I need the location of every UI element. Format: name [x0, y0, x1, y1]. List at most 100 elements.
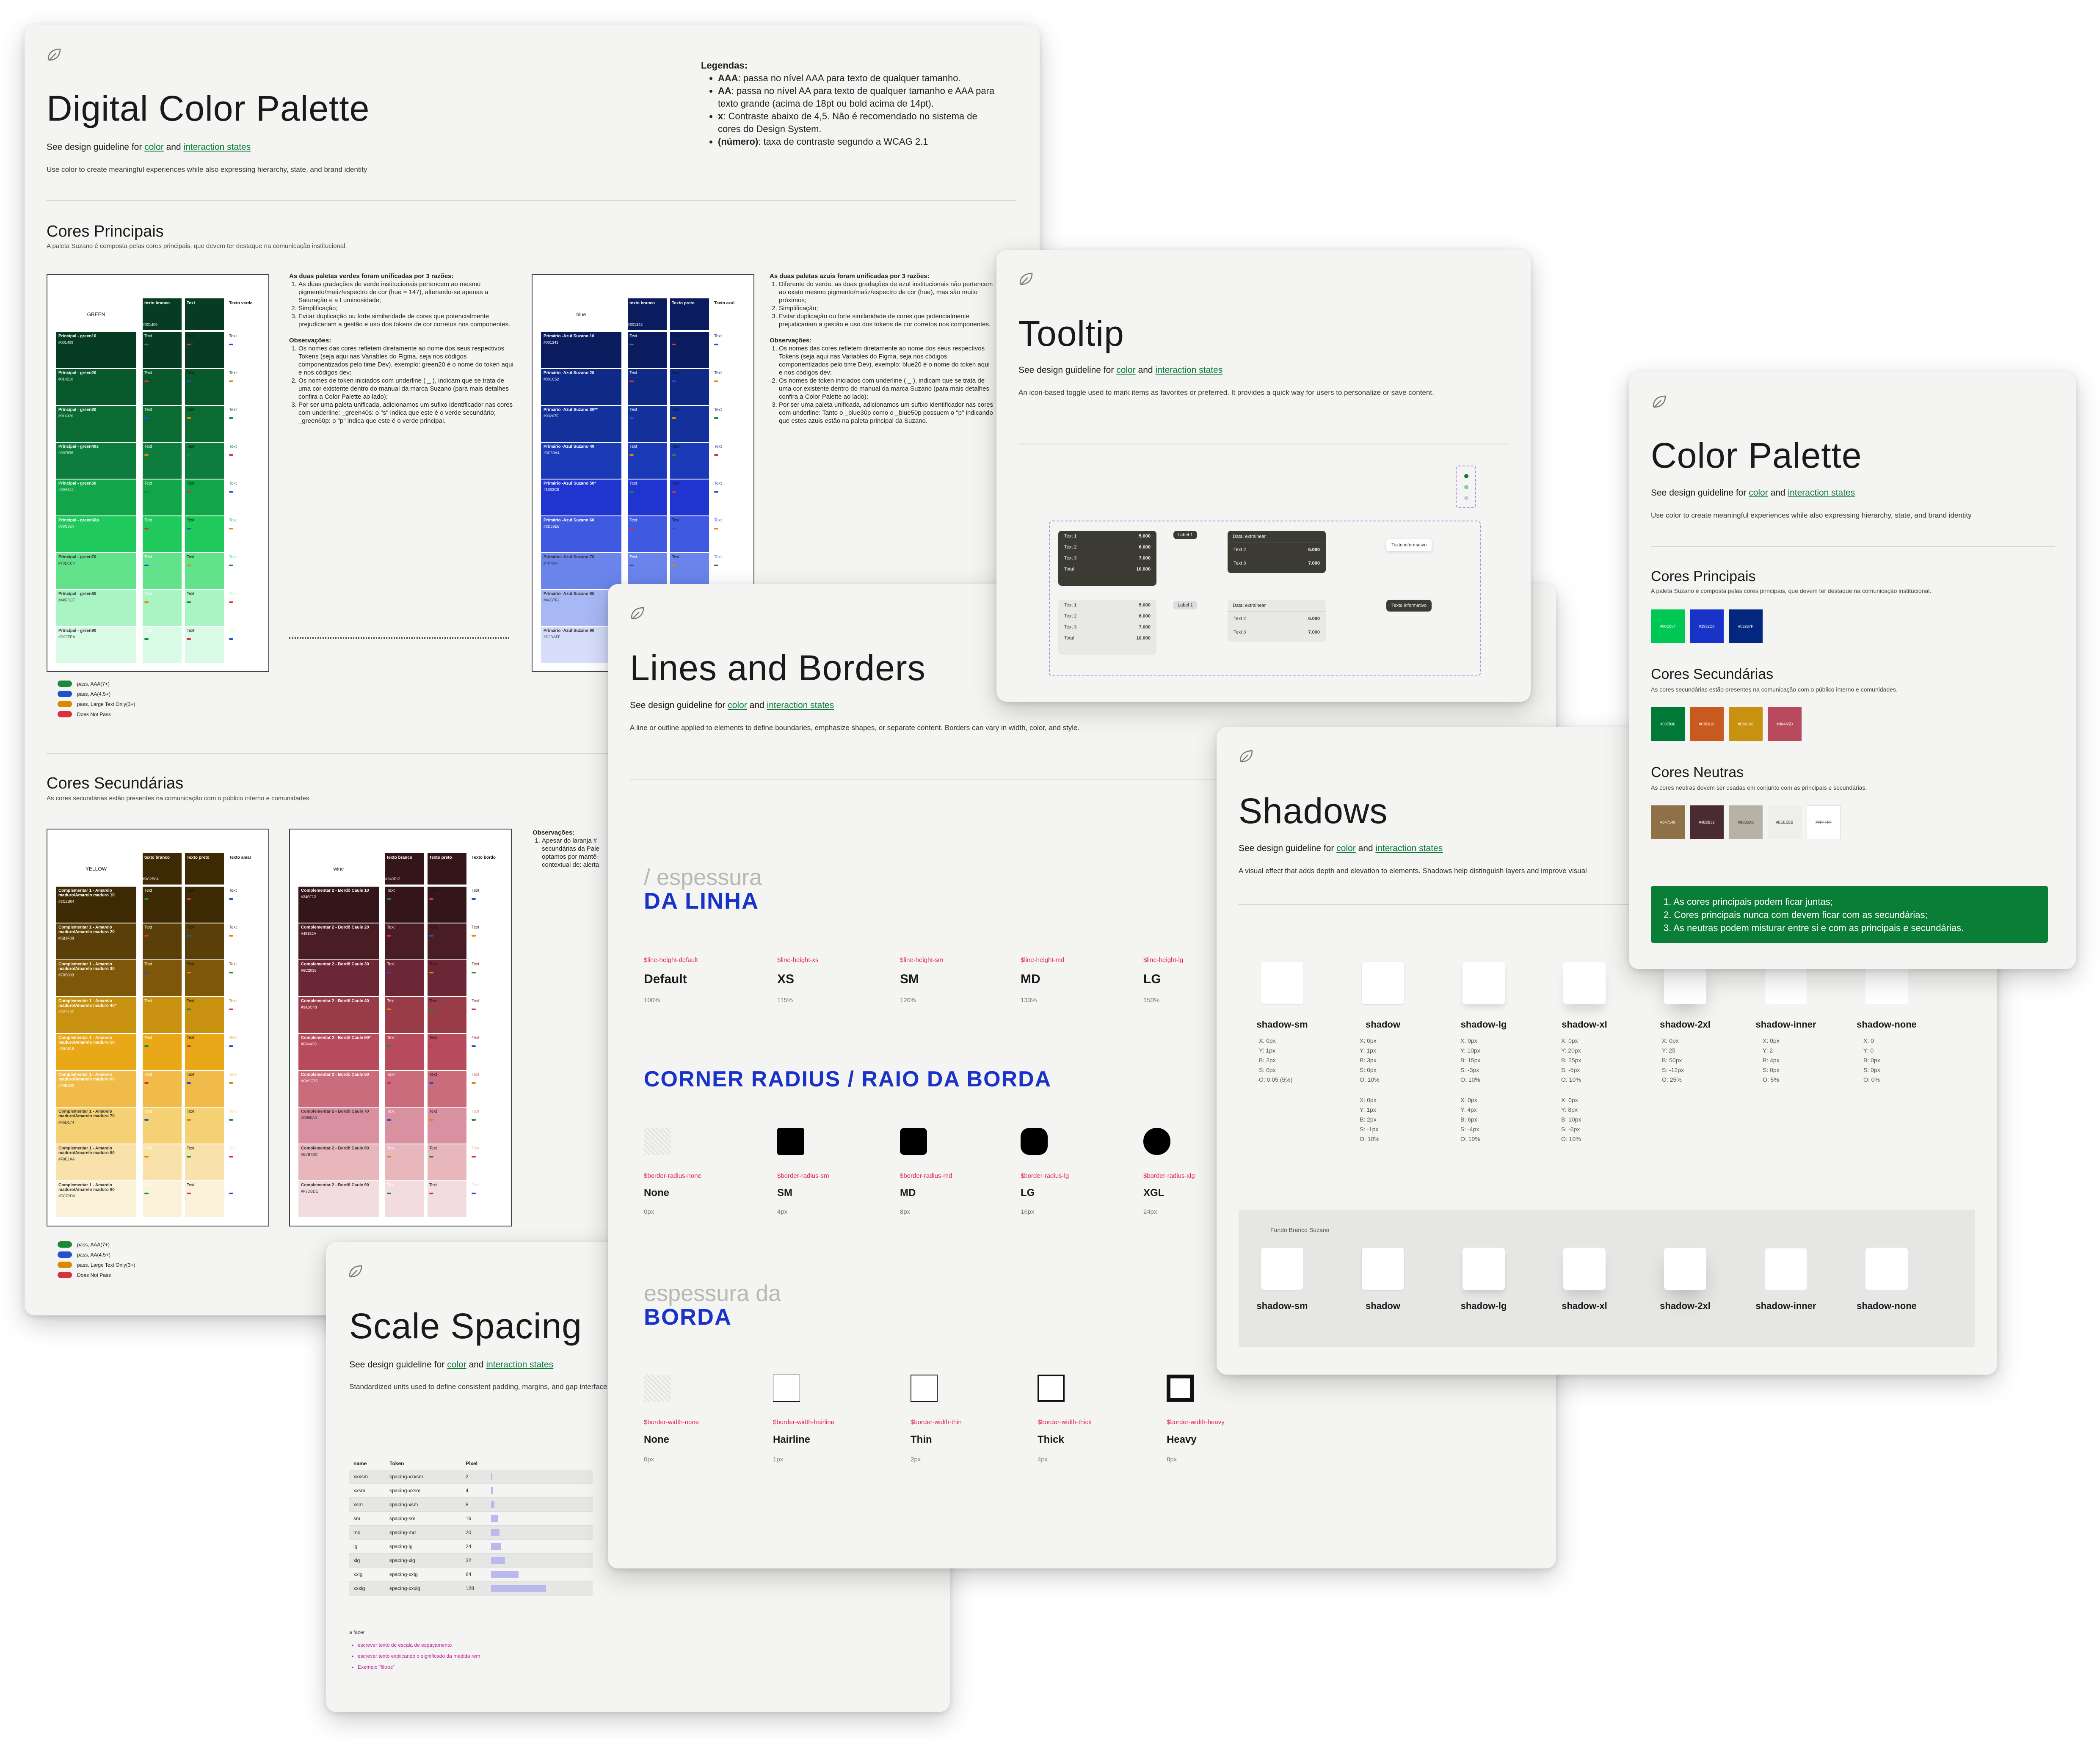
shadow-values: X: 0 Y: 0 B: 0px S: 0px O: 0%: [1863, 1037, 1880, 1083]
color-link[interactable]: color: [1116, 365, 1136, 375]
shadow-name: shadow-inner: [1755, 1301, 1816, 1311]
spacing-bar: [491, 1473, 492, 1480]
page-description: A visual effect that adds depth and elev…: [1239, 867, 1587, 875]
radius-token: $border-radius-sm: [777, 1172, 829, 1180]
contrast-cell: Text: [185, 923, 224, 959]
swatch-row: Principal - green60p #00C854: [56, 516, 136, 552]
palette-label: GREEN: [56, 298, 136, 330]
spacing-row: xsm spacing-xsm 8: [349, 1498, 593, 1512]
toggle-dots[interactable]: [1456, 466, 1476, 508]
spacing-row: xxsm spacing-xxsm 4: [349, 1484, 593, 1498]
contrast-cell: Text: [143, 887, 182, 923]
shadow-name: shadow-2xl: [1660, 1301, 1711, 1311]
shadow-sample: [1261, 1248, 1303, 1290]
contrast-cell: Text: [470, 1181, 509, 1217]
leaf-icon: [1239, 750, 1253, 763]
contrast-cell: Text: [185, 590, 224, 626]
radius-token: $border-radius-lg: [1021, 1172, 1069, 1180]
legend-item: AA: passa no nível AA para texto de qual…: [718, 85, 997, 110]
line-height-value: 150%: [1143, 997, 1160, 1004]
line-height-token: $line-height-default: [644, 956, 698, 964]
tooltip-info-dark: Texto informativo: [1386, 600, 1432, 612]
color-link[interactable]: color: [1336, 843, 1356, 853]
contrast-cell: Text: [670, 406, 709, 442]
color-chip: #4B2B32: [1690, 805, 1724, 839]
contrast-cell: Text: [428, 997, 466, 1033]
swatch-row: Principal - green90 #D9FFEA: [56, 627, 136, 663]
contrast-cell: Text: [628, 406, 667, 442]
border-width-token: $border-width-none: [644, 1419, 699, 1426]
radius-value: 4px: [777, 1208, 788, 1215]
swatch-row: Complementar 1 - Amarelo maduro/Amarelo …: [56, 1144, 136, 1180]
line-height-name: LG: [1143, 972, 1161, 986]
contrast-cell: Text: [143, 516, 182, 552]
contrast-cell: Text: [185, 887, 224, 923]
interaction-states-link[interactable]: interaction states: [1788, 488, 1855, 498]
legend-item: (número): taxa de contraste segundo a WC…: [718, 135, 997, 148]
blue-notes: As duas paletas azuis foram unificadas p…: [770, 272, 994, 425]
contrast-cell: Text: [385, 1108, 424, 1144]
border-width-token: $border-width-heavy: [1167, 1419, 1225, 1426]
contrast-cell: Text: [143, 1181, 182, 1217]
shadow-values: X: 0px Y: 20px B: 25px S: -5px O: 10% X: 0px Y…: [1561, 1036, 1587, 1144]
contrast-cell: Text: [227, 1071, 266, 1107]
contrast-cell: Text: [185, 369, 224, 405]
column-header: Texto preto: [670, 298, 709, 330]
page-title: Tooltip: [1018, 314, 1124, 353]
contrast-cell: Text: [143, 997, 182, 1033]
contrast-cell: Text: [227, 997, 266, 1033]
section-subtitle-secundarias: As cores secundárias estão presentes na …: [47, 795, 311, 802]
contrast-cell: Text: [185, 960, 224, 996]
contrast-cell: Text: [712, 553, 751, 589]
contrast-cell: Text: [227, 332, 266, 368]
swatch-row: Principal - green50 #00A244: [56, 480, 136, 515]
green-palette-table: GREEN texto branco Text Texto verde #001409 P…: [47, 274, 269, 672]
interaction-states-link[interactable]: interaction states: [1375, 843, 1443, 853]
legend-block: Legendas: AAA: passa no nível AAA para t…: [701, 59, 997, 148]
row-hex: #001343: [628, 322, 643, 327]
swatch-row: Complementar 2 - Bordô Caule 50* #B84A5D: [298, 1034, 379, 1070]
page-description: An icon-based toggle used to mark items …: [1018, 389, 1434, 397]
radius-value: 8px: [900, 1208, 911, 1215]
color-chip: #C8591F: [1690, 707, 1724, 741]
shadow-sample: [1362, 1248, 1404, 1290]
swatch-row: Primário -Azul Suzano 10 #001343: [541, 332, 621, 368]
leaf-icon: [1019, 273, 1033, 285]
border-width-sample: [1167, 1375, 1194, 1402]
shadow-name: shadow: [1366, 1019, 1400, 1030]
interaction-states-link[interactable]: interaction states: [1155, 365, 1223, 375]
section-title-secundarias: Cores Secundárias: [47, 774, 184, 792]
shadow-values: X: 0px Y: 25 B: 50px S: -12px O: 25%: [1662, 1037, 1684, 1083]
radius-token: $border-radius-md: [900, 1172, 952, 1180]
page-title: Shadows: [1239, 791, 1388, 831]
contrast-cell: Text: [385, 960, 424, 996]
shadow-sample: [1261, 962, 1303, 1004]
color-chip: #C8910F: [1729, 707, 1763, 741]
page-description: Use color to create meaningful experienc…: [47, 165, 367, 174]
interaction-states-link[interactable]: interaction states: [486, 1360, 554, 1370]
line-height-value: 120%: [900, 997, 916, 1004]
color-chip: #03267F: [1729, 609, 1763, 643]
swatch-row: Complementar 2 - Bordô Caule 40 #9A3C48: [298, 997, 379, 1033]
color-link[interactable]: color: [447, 1360, 466, 1370]
swatch-row: Complementar 2 - Bordô Caule 30 #6C2036: [298, 960, 379, 996]
contrast-cell: Text: [227, 553, 266, 589]
line-height-value: 133%: [1021, 997, 1037, 1004]
color-link[interactable]: color: [728, 700, 747, 710]
interaction-states-link[interactable]: interaction states: [183, 142, 251, 152]
shadow-values: X: 0px Y: 1px B: 2px S: 0px O: 0.05 (5%): [1259, 1037, 1293, 1083]
shadow-name: shadow-none: [1857, 1301, 1917, 1311]
spacing-row: xxxlg spacing-xxxlg 128: [349, 1582, 593, 1596]
border-width-sample: [911, 1375, 938, 1402]
border-width-value: 1px: [773, 1456, 784, 1463]
line-height-name: MD: [1021, 972, 1040, 986]
note-item: Por ser uma paleta unificada, adicionamo…: [779, 401, 994, 425]
row-hex: #240F12: [385, 877, 400, 881]
line-height-token: $line-height-md: [1021, 956, 1065, 964]
interaction-states-link[interactable]: interaction states: [767, 700, 834, 710]
swatch-row: Principal - green20 #014210: [56, 369, 136, 405]
todo-item: Exemplo "filtros": [358, 1662, 480, 1673]
color-link[interactable]: color: [1749, 488, 1768, 498]
color-link[interactable]: color: [144, 142, 164, 152]
section-title-secundarias: Cores Secundárias: [1651, 666, 1774, 682]
